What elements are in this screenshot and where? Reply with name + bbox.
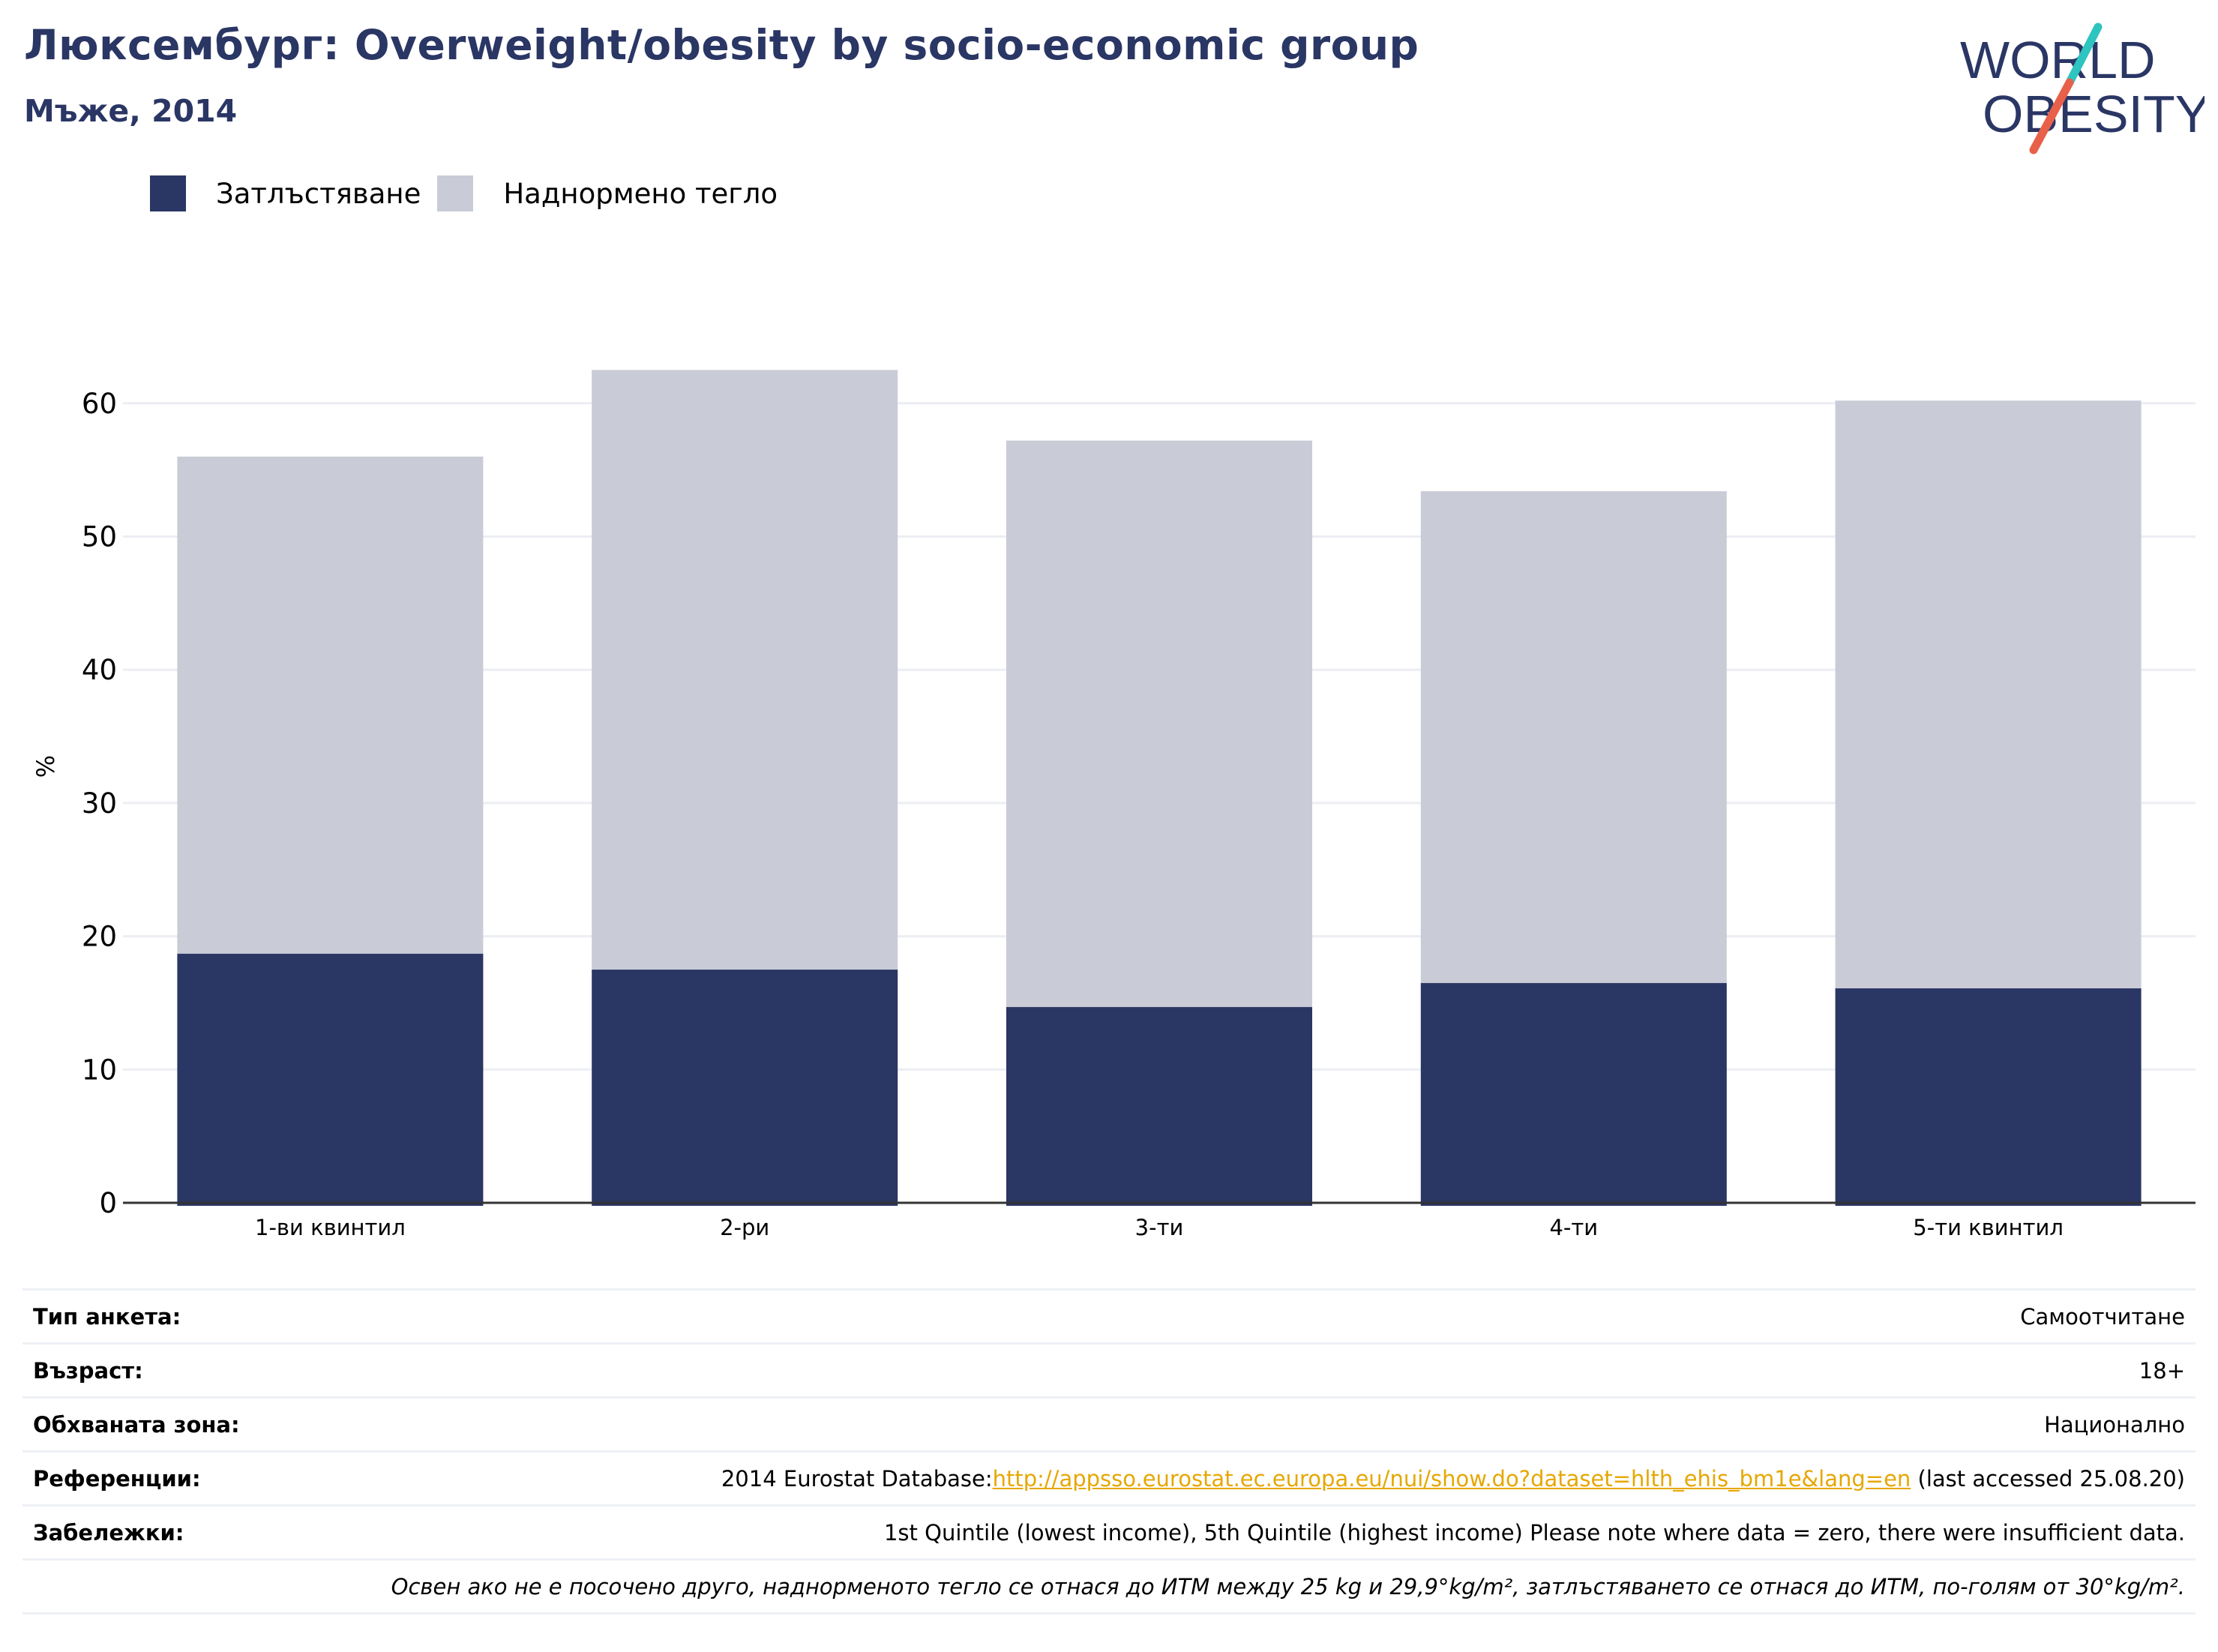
chart-legend: Затлъстяване Наднормено тегло xyxy=(150,172,794,214)
bar-obesity-2 xyxy=(592,970,898,1206)
chart-title: Люксембург: Overweight/obesity by socio-… xyxy=(24,21,1419,69)
legend-item-obesity[interactable]: Затлъстяване xyxy=(150,175,421,211)
meta-row-references: Референции: 2014 Eurostat Database:http:… xyxy=(22,1453,2196,1507)
legend-item-overweight[interactable]: Наднормено тегло xyxy=(437,175,778,211)
meta-row-notes: Забележки: 1st Quintile (lowest income),… xyxy=(22,1507,2196,1561)
bar-obesity-3 xyxy=(1006,1006,1312,1206)
logo-text-obesity: OBESITY xyxy=(1983,85,2205,143)
bar-overweight-1 xyxy=(177,456,484,954)
bar-obesity-5 xyxy=(1835,988,2142,1206)
meta-label-area: Обхваната зона: xyxy=(33,1411,240,1438)
meta-footnote: Освен ако не е посочено друго, наднормен… xyxy=(391,1573,2185,1600)
legend-label-overweight: Наднормено тегло xyxy=(503,177,778,210)
metadata-table: Тип анкета: Самоотчитане Възраст: 18+ Об… xyxy=(22,1288,2196,1615)
logo-text-world: WORLD xyxy=(1960,31,2156,89)
meta-row-footnote: Освен ако не е посочено друго, наднормен… xyxy=(22,1561,2196,1615)
bar-overweight-5 xyxy=(1835,400,2142,988)
meta-row-area: Обхваната зона: Национално xyxy=(22,1399,2196,1453)
reference-prefix: 2014 Eurostat Database: xyxy=(721,1465,993,1492)
meta-value-survey-type: Самоотчитане xyxy=(2020,1303,2185,1330)
y-tick-label-50: 50 xyxy=(82,521,117,553)
world-obesity-logo: WORLD OBESITY xyxy=(1960,22,2205,154)
x-tick-label-3: 3-ти xyxy=(1135,1215,1184,1240)
y-tick-label-60: 60 xyxy=(82,388,117,420)
y-tick-label-0: 0 xyxy=(99,1187,117,1219)
x-tick-label-2: 2-ри xyxy=(720,1215,769,1240)
legend-swatch-obesity xyxy=(150,175,186,211)
meta-value-notes: 1st Quintile (lowest income), 5th Quinti… xyxy=(883,1519,2185,1546)
y-axis-label: % xyxy=(31,755,60,778)
x-tick-label-1: 1-ви квинтил xyxy=(255,1215,406,1240)
reference-suffix: (last accessed 25.08.20) xyxy=(1911,1465,2186,1492)
legend-label-obesity: Затлъстяване xyxy=(216,177,421,210)
meta-value-age: 18+ xyxy=(2139,1357,2185,1384)
meta-label-age: Възраст: xyxy=(33,1357,143,1384)
meta-value-references: 2014 Eurostat Database:http://appsso.eur… xyxy=(721,1466,2185,1492)
meta-row-survey-type: Тип анкета: Самоотчитане xyxy=(22,1291,2196,1345)
meta-value-area: Национално xyxy=(2044,1411,2185,1438)
meta-label-survey-type: Тип анкета: xyxy=(33,1303,181,1330)
y-tick-label-20: 20 xyxy=(82,921,117,953)
reference-link[interactable]: http://appsso.eurostat.ec.europa.eu/nui/… xyxy=(992,1465,1911,1492)
x-tick-label-5: 5-ти квинтил xyxy=(1913,1215,2064,1240)
bar-obesity-4 xyxy=(1420,982,1727,1206)
logo-slash-teal xyxy=(2065,22,2103,87)
meta-label-notes: Забележки: xyxy=(33,1519,184,1546)
bar-overweight-4 xyxy=(1420,491,1727,983)
meta-row-age: Възраст: 18+ xyxy=(22,1345,2196,1399)
bar-obesity-1 xyxy=(177,953,484,1206)
y-tick-label-40: 40 xyxy=(82,654,117,686)
y-tick-label-30: 30 xyxy=(82,787,117,820)
legend-swatch-overweight xyxy=(437,175,474,211)
meta-label-references: Референции: xyxy=(33,1465,201,1492)
bar-overweight-2 xyxy=(592,370,898,970)
logo-slash-red xyxy=(2029,78,2074,154)
chart-subtitle: Мъже, 2014 xyxy=(24,93,238,129)
x-tick-label-4: 4-ти xyxy=(1549,1215,1598,1240)
stacked-bar-chart: 0 10 20 30 40 50 60% 1-ви квинтил 2-ри 3-ти 4-ти 5-… xyxy=(31,370,2196,1240)
y-tick-label-10: 10 xyxy=(82,1054,117,1086)
bar-overweight-3 xyxy=(1006,440,1312,1007)
